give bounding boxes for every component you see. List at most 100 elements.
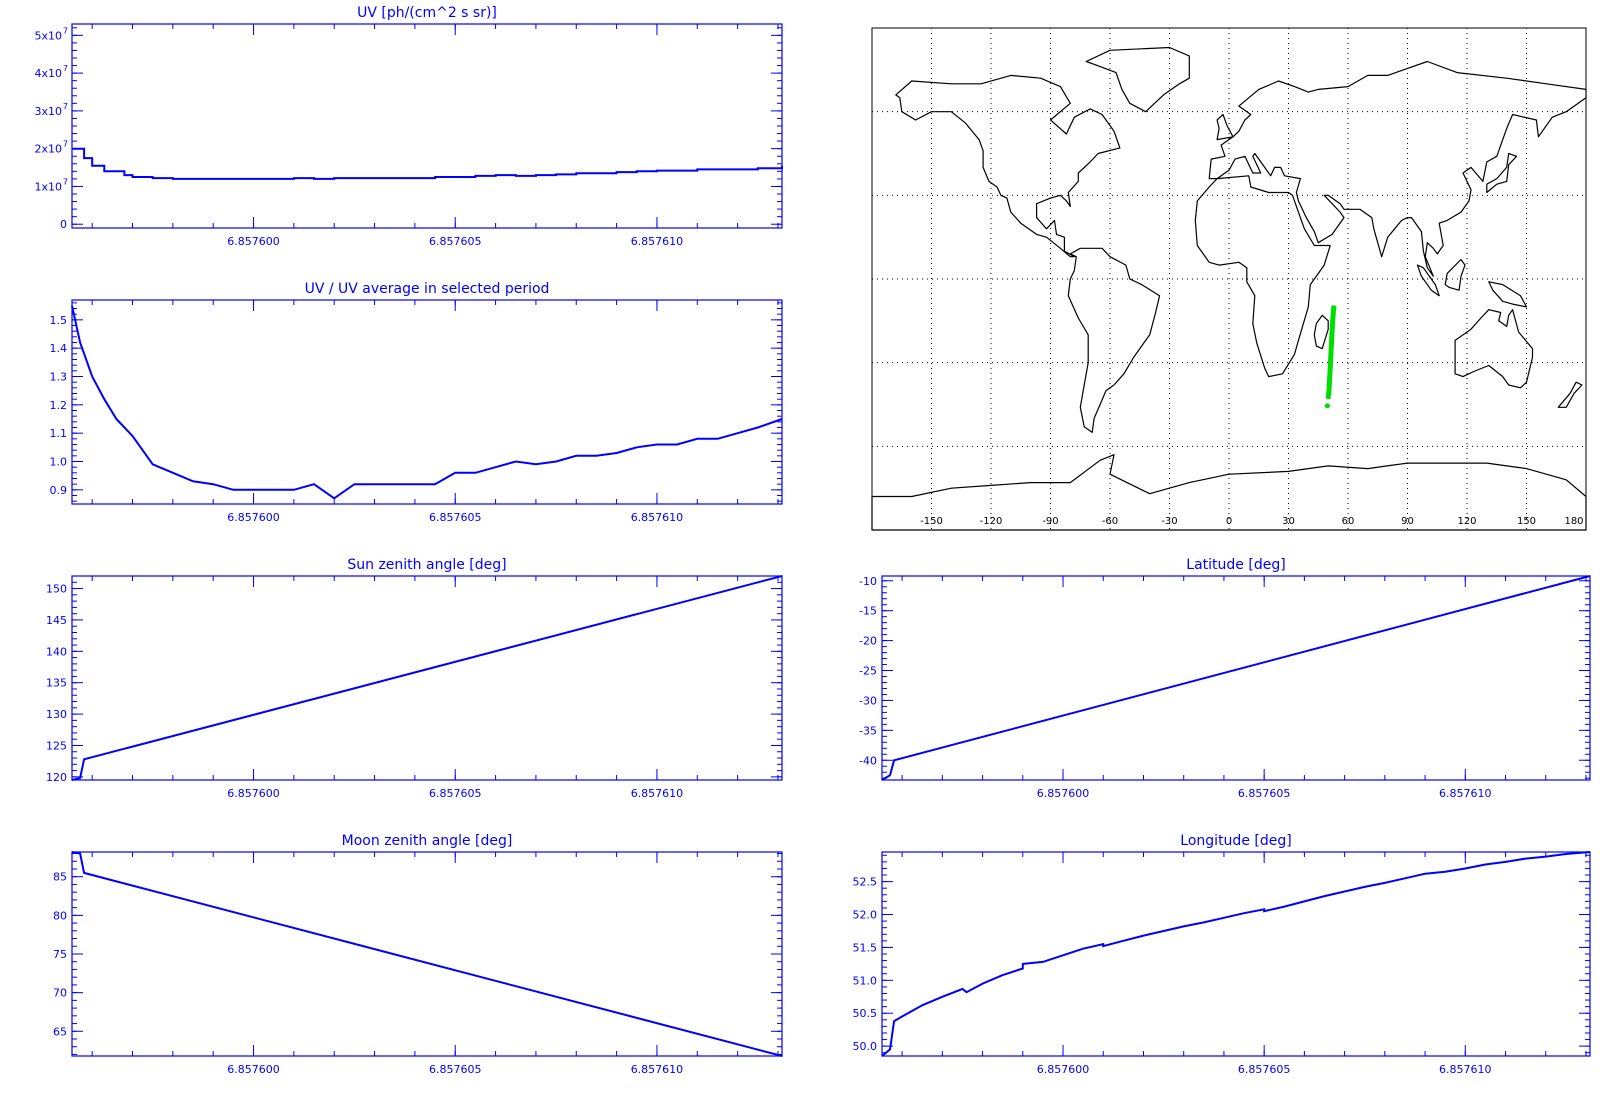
x-tick-label: 6.857605 [429, 511, 482, 524]
y-tick-label: 1x10 [34, 180, 62, 193]
y-tick-label: 150 [46, 583, 67, 596]
x-tick-label: 6.857600 [227, 1063, 280, 1076]
y-tick-exponent: 7 [63, 64, 68, 73]
chart-longitude: Longitude [deg] 6.857600 6.857605 6.857610 5… [853, 833, 1591, 1076]
map-lon-label: 120 [1457, 516, 1476, 527]
y-tick-label: 75 [53, 948, 67, 961]
coastline-madagascar [1313, 314, 1329, 350]
y-tick-label: 52.0 [853, 909, 878, 922]
coastline-great-britain [1216, 113, 1234, 141]
y-tick-label: 1.4 [50, 342, 68, 355]
map-lon-label: 150 [1517, 516, 1536, 527]
y-tick-label: -40 [859, 754, 877, 767]
chart-title: UV / UV average in selected period [305, 281, 550, 297]
chart-uv: UV [ph/(cm^2 s sr)] 6.857600 6.857605 6.857… [34, 5, 783, 248]
map-lon-label: 180 [1564, 516, 1583, 527]
map-lon-label: -150 [920, 516, 943, 527]
y-tick-exponent: 7 [63, 26, 68, 35]
y-tick-label: 5x10 [34, 29, 62, 42]
chart-title: Moon zenith angle [deg] [342, 833, 513, 849]
y-tick-label: 80 [53, 909, 67, 922]
x-tick-label: 6.857605 [1238, 787, 1291, 800]
y-tick-label: 50.5 [853, 1007, 878, 1020]
x-tick-label: 6.857610 [631, 511, 684, 524]
plot-frame [71, 23, 783, 229]
y-tick-label: 125 [46, 739, 67, 752]
coastline-antarctica [871, 454, 1587, 531]
x-tick-label: 6.857610 [631, 787, 684, 800]
map-lon-label: -90 [1042, 516, 1058, 527]
y-tick-label: 85 [53, 871, 67, 884]
map-lon-label: -60 [1102, 516, 1118, 527]
y-tick-label: 1.5 [50, 314, 68, 327]
x-tick-label: 6.857600 [227, 787, 280, 800]
y-tick-label: 52.5 [853, 876, 878, 889]
map-lon-label: 30 [1282, 516, 1295, 527]
chart-title: UV [ph/(cm^2 s sr)] [357, 5, 497, 21]
x-tick-label: 6.857610 [1439, 787, 1492, 800]
x-tick-label: 6.857605 [429, 1063, 482, 1076]
coastline-north-america [895, 74, 1121, 258]
y-tick-label: 135 [46, 677, 67, 690]
series-line [72, 147, 783, 180]
coastline-japan [1486, 152, 1518, 194]
map-lon-label: 90 [1401, 516, 1414, 527]
y-tick-label: 4x10 [34, 67, 62, 80]
x-tick-label: 6.857600 [1037, 787, 1090, 800]
y-tick-label: -35 [859, 724, 877, 737]
map-lon-label: -120 [980, 516, 1003, 527]
coastline-australia [1454, 309, 1534, 389]
y-tick-label: 51.0 [853, 974, 878, 987]
x-tick-label: 6.857605 [1238, 1063, 1291, 1076]
y-tick-label: 3x10 [34, 105, 62, 118]
chart-latitude: Latitude [deg] 6.857600 6.857605 6.857610 -4… [859, 557, 1591, 800]
y-tick-label: 2x10 [34, 143, 62, 156]
plot-frame [71, 575, 783, 781]
y-tick-label: 145 [46, 614, 67, 627]
coastline-new-guinea [1488, 281, 1528, 308]
y-tick-label: 1.3 [50, 371, 68, 384]
y-tick-label: -10 [859, 575, 877, 588]
x-tick-label: 6.857610 [1439, 1063, 1492, 1076]
y-tick-label: 70 [53, 987, 67, 1000]
map-lon-label: 60 [1342, 516, 1355, 527]
y-tick-label: 120 [46, 771, 67, 784]
y-tick-label: 65 [53, 1025, 67, 1038]
y-tick-label: 1.2 [50, 399, 68, 412]
plot-frame [71, 299, 783, 505]
x-tick-label: 6.857600 [1037, 1063, 1090, 1076]
satellite-track [1325, 305, 1337, 400]
series-line [71, 851, 783, 1057]
y-tick-label: 140 [46, 645, 67, 658]
y-tick-label: -25 [859, 665, 877, 678]
x-tick-label: 6.857605 [429, 787, 482, 800]
x-tick-label: 6.857600 [227, 235, 280, 248]
chart-moon-zenith: Moon zenith angle [deg] 6.857600 6.857605 6… [53, 833, 783, 1076]
y-tick-label: -20 [859, 635, 877, 648]
y-tick-label: 1.1 [50, 427, 68, 440]
y-tick-label: 130 [46, 708, 67, 721]
series-line [881, 851, 1591, 1057]
chart-uv-ratio: UV / UV average in selected period 6.8576… [50, 281, 783, 524]
chart-title: Latitude [deg] [1186, 557, 1285, 573]
map-lon-label: -30 [1161, 516, 1177, 527]
map-lon-label: 0 [1226, 516, 1232, 527]
y-tick-label: 1.0 [50, 456, 68, 469]
y-tick-label: 50.0 [853, 1040, 878, 1053]
series-line [71, 575, 783, 781]
x-tick-label: 6.857600 [227, 511, 280, 524]
world-map: -150 -120 -90 -60 -30 0 30 60 90 120 150 180 [871, 27, 1587, 531]
series-line [71, 305, 783, 500]
y-tick-label: -30 [859, 694, 877, 707]
chart-title: Longitude [deg] [1180, 833, 1291, 849]
y-tick-label: 51.5 [853, 941, 878, 954]
chart-sun-zenith: Sun zenith angle [deg] 6.857600 6.857605 6.… [46, 557, 783, 800]
series-line [881, 575, 1591, 781]
y-tick-exponent: 7 [63, 140, 68, 149]
y-tick-exponent: 7 [63, 102, 68, 111]
coastline-africa [1194, 175, 1331, 378]
x-tick-label: 6.857605 [429, 235, 482, 248]
coastline-sumatra [1416, 264, 1440, 297]
plot-frame [881, 575, 1591, 781]
